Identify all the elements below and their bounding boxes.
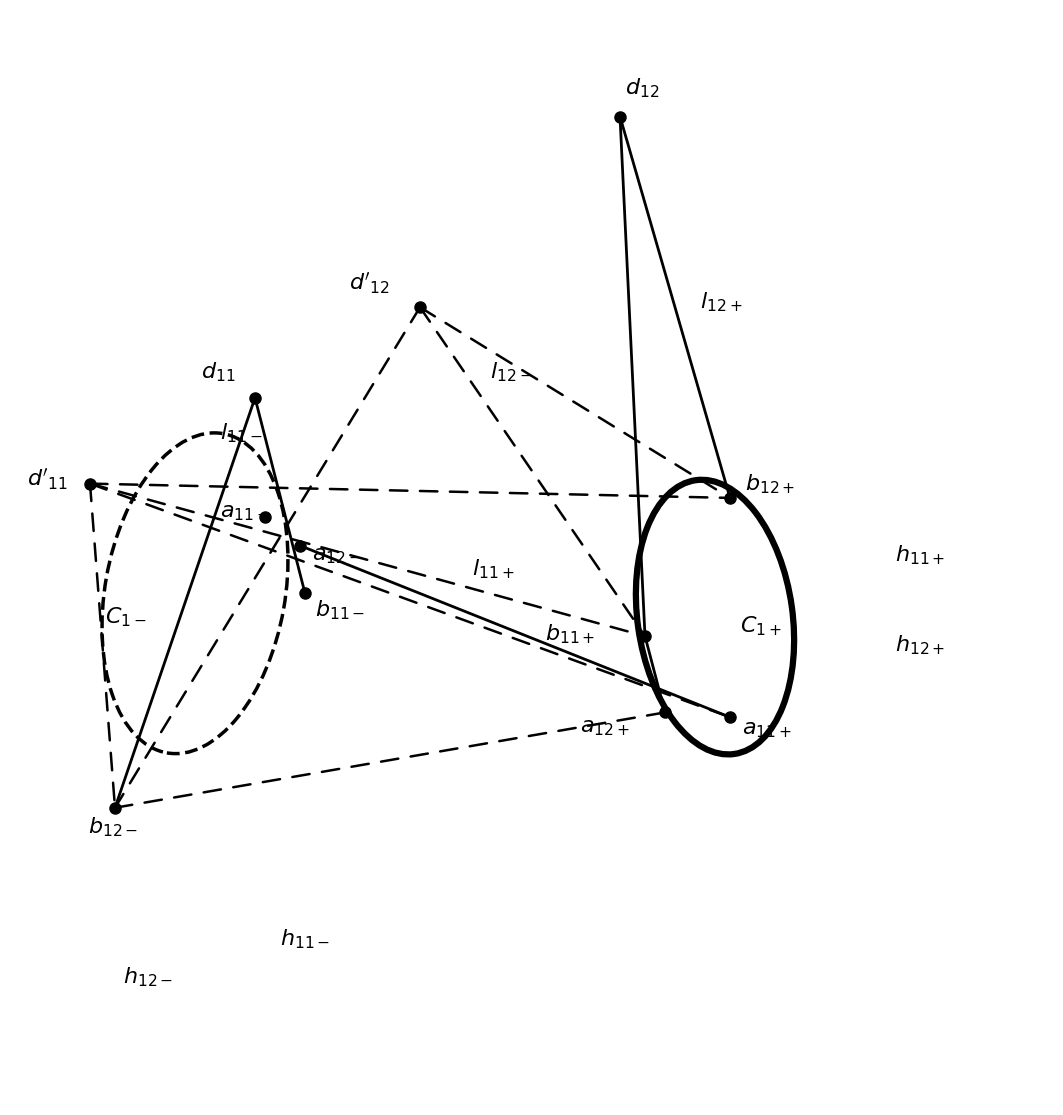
Text: $b_{12+}$: $b_{12+}$ (745, 473, 795, 496)
Text: $l_{11+}$: $l_{11+}$ (472, 558, 514, 581)
Text: $d_{12}$: $d_{12}$ (625, 77, 659, 100)
Text: $b_{11-}$: $b_{11-}$ (315, 598, 366, 622)
Text: $h_{12+}$: $h_{12+}$ (895, 634, 945, 658)
Text: $h_{11+}$: $h_{11+}$ (895, 543, 945, 566)
Text: $d'_{12}$: $d'_{12}$ (349, 271, 390, 295)
Text: $b_{11+}$: $b_{11+}$ (544, 622, 595, 646)
Text: $a_{12+}$: $a_{12+}$ (580, 716, 630, 738)
Text: $b_{12-}$: $b_{12-}$ (88, 815, 138, 838)
Text: $l_{12+}$: $l_{12+}$ (701, 291, 742, 314)
Text: $a_{12-}$: $a_{12-}$ (313, 544, 361, 565)
Text: $h_{11-}$: $h_{11-}$ (280, 927, 331, 950)
Text: $l_{11-}$: $l_{11-}$ (220, 421, 263, 446)
Text: $h_{12-}$: $h_{12-}$ (123, 966, 173, 989)
Text: $l_{12-}$: $l_{12-}$ (490, 360, 533, 384)
Text: $C_{1-}$: $C_{1-}$ (105, 605, 147, 629)
Text: $d'_{11}$: $d'_{11}$ (27, 467, 68, 493)
Text: $a_{11+}$: $a_{11+}$ (742, 718, 792, 740)
Text: $d_{11}$: $d_{11}$ (201, 360, 235, 384)
Text: $a_{11-}$: $a_{11-}$ (220, 502, 270, 523)
Text: $C_{1+}$: $C_{1+}$ (740, 614, 782, 639)
